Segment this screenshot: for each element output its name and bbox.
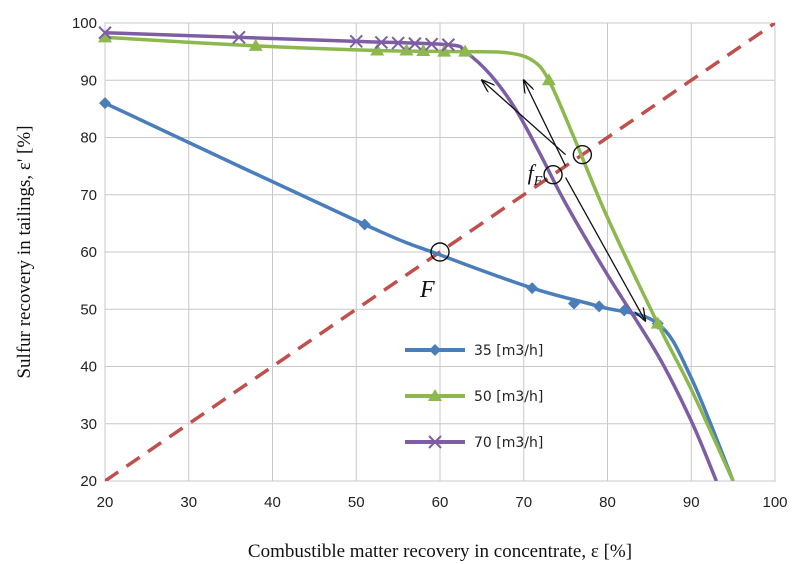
x-tick-label: 20	[97, 494, 114, 511]
data-point-x	[391, 36, 405, 50]
data-point-x	[441, 38, 456, 52]
y-tick-label: 20	[80, 473, 97, 490]
y-tick-label: 70	[80, 187, 97, 204]
data-point-triangle	[416, 44, 431, 57]
data-point-triangle	[458, 44, 473, 57]
annotation-F: F	[419, 277, 435, 303]
data-point-x	[408, 36, 422, 51]
data-point-diamond	[358, 218, 371, 231]
intersection-circle	[572, 144, 593, 165]
x-axis-title: Combustible matter recovery in concentra…	[248, 541, 632, 562]
data-point-diamond	[618, 304, 631, 317]
y-tick-label: 60	[80, 244, 97, 261]
annotation-arrow	[524, 80, 567, 167]
reference-line	[105, 23, 775, 481]
y-tick-label: 50	[80, 301, 97, 318]
tick-labels: 20 30 40 50 60 70 80 90 100 20 30 40 50 60 70 80 90 100	[72, 15, 788, 511]
y-tick-label: 40	[80, 359, 97, 376]
x-tick-label: 80	[599, 494, 616, 511]
intersection-circle	[430, 242, 450, 262]
annotation-layer: FfF	[419, 80, 645, 320]
y-axis-title: Sulfur recovery in tailings, ε' [%]	[14, 125, 35, 378]
x-tick-label: 30	[180, 494, 197, 511]
y-tick-label: 90	[80, 72, 97, 89]
y-tick-label: 80	[80, 130, 97, 147]
reference-line-diagonal	[105, 23, 775, 481]
intersection-circle	[543, 165, 563, 185]
x-tick-label: 70	[515, 494, 532, 511]
series-line-1	[105, 35, 735, 481]
x-tick-label: 50	[348, 494, 365, 511]
annotation-fF-subscript: F	[533, 174, 543, 189]
legend-marker-x	[428, 435, 442, 449]
data-point-diamond	[568, 297, 580, 310]
legend-label-50: 50 [m3/h]	[474, 389, 543, 405]
legend-item-50: 50 [m3/h]	[405, 389, 543, 405]
grid	[104, 22, 776, 482]
x-tick-label: 40	[264, 494, 281, 511]
data-point-diamond	[99, 97, 111, 110]
annotation-arrow	[482, 80, 567, 156]
data-point-triangle	[248, 38, 263, 51]
data-point-triangle	[370, 43, 385, 56]
data-point-diamond	[526, 282, 539, 295]
data-point-triangle	[650, 316, 665, 329]
data-point-x	[424, 37, 439, 51]
data-point-triangle	[437, 44, 452, 57]
data-point-x	[349, 34, 363, 49]
legend: 35 [m3/h] 50 [m3/h] 70 [m3/h]	[405, 343, 543, 451]
series-line-2	[105, 30, 718, 481]
x-tick-label: 100	[762, 494, 787, 511]
legend-item-35: 35 [m3/h]	[405, 343, 543, 359]
data-point-x	[98, 26, 112, 40]
legend-item-70: 70 [m3/h]	[405, 435, 543, 451]
annotation-arrow	[565, 177, 646, 321]
data-point-x	[374, 35, 389, 50]
marker-layer	[98, 26, 665, 330]
y-tick-label: 30	[80, 416, 97, 433]
data-point-triangle	[98, 30, 112, 43]
x-tick-label: 60	[432, 494, 449, 511]
legend-marker-diamond	[429, 344, 441, 356]
legend-marker-triangle	[428, 389, 442, 401]
data-point-triangle	[541, 73, 556, 86]
x-tick-label: 90	[683, 494, 700, 511]
legend-label-35: 35 [m3/h]	[474, 343, 543, 359]
legend-label-70: 70 [m3/h]	[474, 435, 543, 451]
y-tick-label: 100	[72, 15, 97, 32]
data-point-triangle	[399, 43, 414, 56]
data-point-x	[232, 30, 246, 45]
data-point-diamond	[593, 300, 606, 313]
